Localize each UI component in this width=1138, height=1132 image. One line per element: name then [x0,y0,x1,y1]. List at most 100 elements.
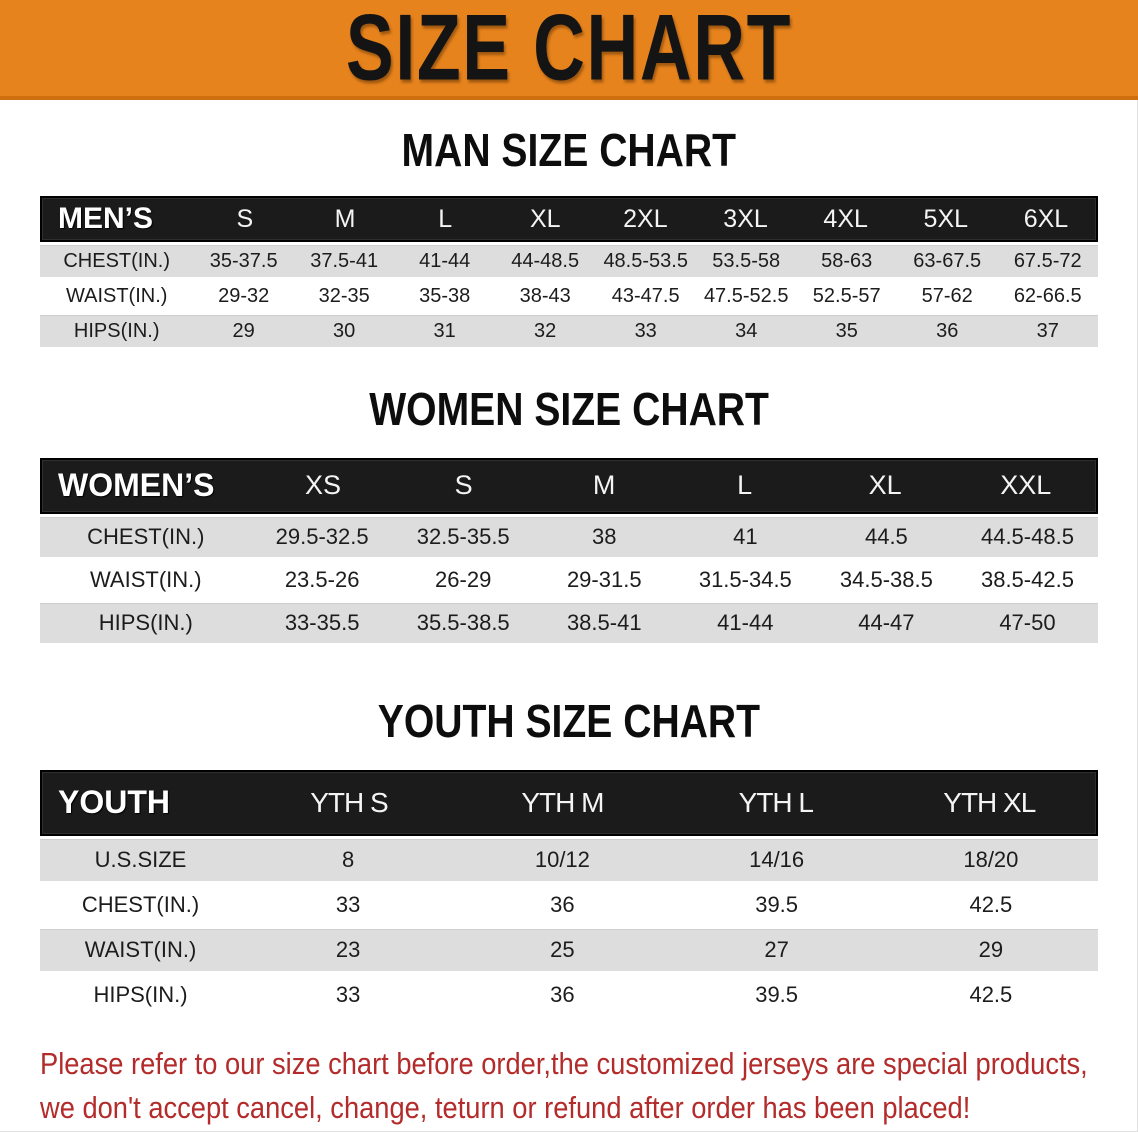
men-size-chart-section: MAN SIZE CHART MEN’S S M L XL 2XL 3XL 4XL 5XL 6XL… [40,126,1098,348]
size-column-header: S [236,204,254,233]
size-value-cell: 38.5-41 [566,609,642,635]
size-column-header: YTH L [738,786,814,818]
disclaimer: Please refer to our size chart before or… [40,1042,1138,1130]
size-value-cell: 31 [433,319,456,342]
row-label: CHEST(IN.) [63,249,171,272]
size-value-cell: 52.5-57 [812,284,881,307]
size-column-header: YTH M [521,786,604,818]
row-label: WAIST(IN.) [84,936,197,962]
size-value-cell: 35-38 [419,284,471,307]
youth-table-header-bar: YOUTH YTH S YTH M YTH L YTH XL [40,769,1098,836]
size-value-cell: 42.5 [969,891,1013,917]
size-value-cell: 44.5 [864,523,908,549]
size-value-cell: 34 [735,319,758,342]
women-section-title: WOMEN SIZE CHART [40,383,1098,436]
size-column-header: 2XL [623,204,668,233]
banner-title: SIZE CHART [345,0,793,101]
size-column-header: M [592,470,616,501]
table-corner-label: YOUTH [58,784,170,821]
size-value-cell: 57-62 [921,284,973,307]
size-value-cell: 14/16 [749,846,805,872]
disclaimer-line-1: Please refer to our size chart before or… [40,1045,1088,1081]
size-value-cell: 37.5-41 [310,249,379,272]
size-value-cell: 23 [335,936,361,962]
size-row: HIPS(IN.) 33 36 39.5 42.5 [40,973,1098,1016]
youth-section-title: YOUTH SIZE CHART [40,694,1098,747]
size-row: WAIST(IN.) 23.5-26 26-29 29-31.5 31.5-34.5 34… [40,559,1098,600]
size-value-cell: 53.5-58 [712,249,781,272]
size-column-header: YTH S [310,786,388,818]
size-value-cell: 27 [764,936,789,962]
size-value-cell: 41-44 [717,609,774,635]
size-value-cell: 38-43 [519,284,571,307]
size-column-header: 5XL [923,204,969,233]
men-section-title: MAN SIZE CHART [40,126,1098,175]
size-column-header: XL [868,470,902,501]
youth-section-title-text: YOUTH SIZE CHART [377,694,761,747]
size-value-cell: 33-35.5 [284,609,360,635]
size-row: WAIST(IN.) 29-32 32-35 35-38 38-43 43-47.5 47.… [40,280,1098,313]
size-value-cell: 29.5-32.5 [275,523,369,549]
youth-size-chart-section: YOUTH SIZE CHART YOUTH YTH S YTH M YTH L YTH… [40,694,1098,1016]
size-value-cell: 39.5 [755,891,799,917]
size-column-header: S [454,470,473,501]
row-label: CHEST(IN.) [81,891,200,917]
size-value-cell: 33 [634,319,657,342]
size-value-cell: 47-50 [999,609,1056,635]
size-value-cell: 23.5-26 [284,566,360,592]
women-table-header-bar: WOMEN’S XS S M L XL XXL [40,457,1098,514]
size-value-cell: 32.5-35.5 [416,523,510,549]
row-label: HIPS(IN.) [93,981,188,1007]
size-value-cell: 41-44 [419,249,471,272]
size-column-header: XS [305,470,342,501]
size-value-cell: 18/20 [963,846,1019,872]
size-value-cell: 37 [1036,319,1059,342]
size-value-cell: 10/12 [534,846,590,872]
size-value-cell: 29 [232,319,255,342]
row-label: WAIST(IN.) [89,566,202,592]
size-value-cell: 47.5-52.5 [703,284,789,307]
size-column-header: M [334,204,356,233]
size-column-header: YTH XL [943,786,1036,818]
size-value-cell: 39.5 [755,981,799,1007]
size-value-cell: 38.5-42.5 [980,566,1074,592]
size-value-cell: 32-35 [318,284,370,307]
size-value-cell: 29-31.5 [566,566,642,592]
size-row: CHEST(IN.) 33 36 39.5 42.5 [40,883,1098,926]
row-label: WAIST(IN.) [65,284,168,307]
size-value-cell: 33 [335,891,361,917]
row-label: CHEST(IN.) [87,523,205,549]
women-size-chart-section: WOMEN SIZE CHART WOMEN’S XS S M L XL XXL CHEST… [40,383,1098,643]
size-value-cell: 41 [733,523,758,549]
size-column-header: 3XL [723,204,768,233]
size-value-cell: 63-67.5 [913,249,982,272]
size-value-cell: 42.5 [969,981,1013,1007]
size-value-cell: 67.5-72 [1013,249,1082,272]
men-table-header-bar: MEN’S S M L XL 2XL 3XL 4XL 5XL 6XL [40,196,1098,243]
size-value-cell: 36 [550,981,575,1007]
size-column-header: 4XL [823,204,868,233]
size-column-header: L [438,204,453,233]
row-label: U.S.SIZE [94,846,187,872]
size-value-cell: 58-63 [821,249,873,272]
women-section-title-text: WOMEN SIZE CHART [369,383,769,436]
size-value-cell: 38 [592,523,617,549]
size-value-cell: 34.5-38.5 [839,566,933,592]
size-value-cell: 33 [335,981,361,1007]
size-row: CHEST(IN.) 35-37.5 37.5-41 41-44 44-48.5 48.5… [40,245,1098,278]
size-column-header: XL [529,204,561,233]
table-corner-label: WOMEN’S [58,467,215,504]
size-value-cell: 36 [936,319,959,342]
size-value-cell: 48.5-53.5 [603,249,688,272]
size-row: U.S.SIZE 8 10/12 14/16 18/20 [40,838,1098,881]
men-table-body: CHEST(IN.) 35-37.5 37.5-41 41-44 44-48.5 48.5… [40,245,1098,348]
size-column-header: 6XL [1023,204,1069,233]
size-value-cell: 44-48.5 [511,249,580,272]
size-value-cell: 30 [333,319,356,342]
disclaimer-line-2: we don't accept cancel, change, teturn o… [40,1089,971,1125]
size-column-header: XXL [1000,470,1052,501]
size-value-cell: 35-37.5 [209,249,278,272]
size-row: CHEST(IN.) 29.5-32.5 32.5-35.5 38 41 44.5 44.5… [40,516,1098,557]
size-row: WAIST(IN.) 23 25 27 29 [40,928,1098,971]
